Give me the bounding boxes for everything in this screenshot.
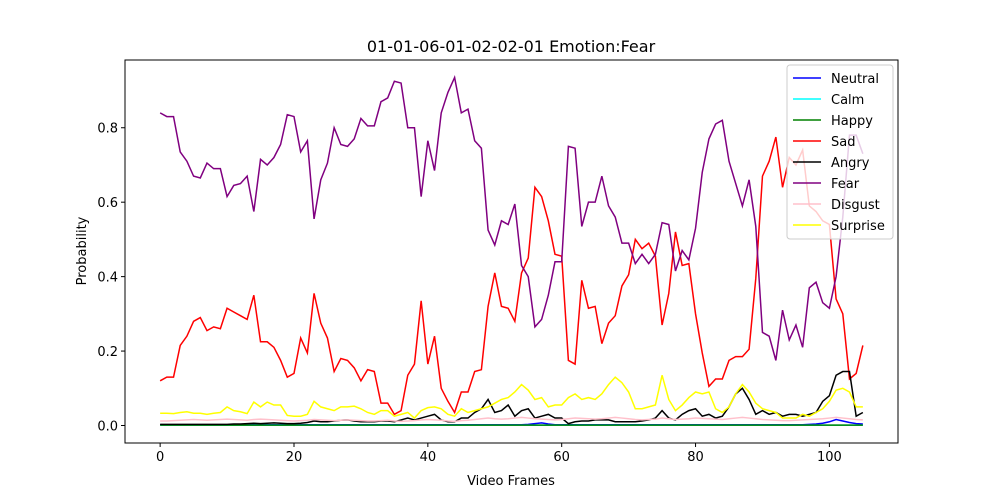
x-tick-label: 60 [553, 450, 570, 465]
legend-label: Happy [831, 114, 873, 129]
y-tick-label: 0.2 [97, 345, 118, 360]
x-tick-label: 20 [286, 450, 303, 465]
series-line [160, 370, 864, 426]
y-tick-label: 0.4 [97, 271, 118, 286]
legend-label: Fear [831, 177, 860, 192]
x-tick-label: 100 [817, 450, 842, 465]
legend-label: Neutral [831, 72, 879, 87]
y-tick-label: 0.6 [97, 196, 118, 211]
x-axis-label: Video Frames [467, 474, 555, 489]
plot-frame [124, 59, 899, 444]
series-line [160, 416, 863, 423]
x-tick-label: 80 [687, 450, 704, 465]
series-line [159, 136, 864, 416]
legend-label: Disgust [831, 198, 880, 213]
series-line [159, 75, 864, 361]
y-tick-label: 0.8 [97, 122, 118, 137]
chart-title: 01-01-06-01-02-02-01 Emotion:Fear [367, 37, 656, 56]
legend-label: Surprise [831, 219, 885, 234]
legend-label: Calm [831, 93, 864, 108]
legend-label: Angry [831, 156, 870, 171]
legend-label: Sad [831, 135, 855, 150]
x-tick-label: 40 [420, 450, 437, 465]
series-line [160, 375, 863, 420]
x-tick-label: 0 [156, 450, 164, 465]
y-tick-label: 0.0 [97, 420, 118, 435]
legend-box [786, 64, 894, 240]
y-axis-label: Probability [75, 216, 90, 285]
